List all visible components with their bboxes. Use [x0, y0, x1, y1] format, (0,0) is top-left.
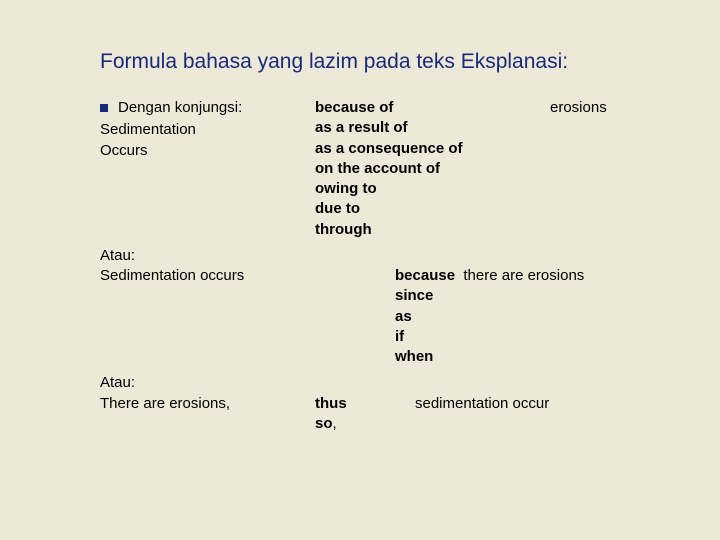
bullet-label: Dengan konjungsi: — [118, 98, 242, 118]
conj-word: since — [395, 286, 584, 306]
block1-right-column: erosions — [550, 98, 607, 118]
block1-right-word: erosions — [550, 98, 607, 118]
conj-phrase: as a consequence of — [315, 139, 550, 159]
slide-title: Formula bahasa yang lazim pada teks Eksp… — [100, 50, 680, 74]
block1-left-column: Dengan konjungsi: Sedimentation Occurs — [100, 98, 315, 161]
block-konjungsi: Dengan konjungsi: Sedimentation Occurs b… — [100, 98, 680, 240]
atau-label: Atau: — [100, 373, 680, 393]
block2-left: Sedimentation occurs — [100, 266, 395, 286]
block3-mid: thus so, — [315, 394, 415, 435]
conj-word: so — [315, 415, 333, 432]
block-atau-1: Atau: Sedimentation occurs because there… — [100, 246, 680, 368]
conj-word: thus — [315, 395, 347, 412]
block1-left-line2: Occurs — [100, 141, 315, 161]
atau-label: Atau: — [100, 246, 680, 266]
block1-left-line1: Sedimentation — [100, 120, 315, 140]
slide: Formula bahasa yang lazim pada teks Eksp… — [0, 0, 720, 540]
conj-word: as — [395, 307, 584, 327]
conj-word: because — [395, 267, 455, 284]
conj-word: if — [395, 327, 584, 347]
conj-word: when — [395, 347, 584, 367]
block-atau-2: Atau: There are erosions, thus so, sedim… — [100, 373, 680, 434]
conj-phrase: owing to — [315, 179, 550, 199]
conj-phrase: due to — [315, 199, 550, 219]
block3-right: sedimentation occur — [415, 394, 549, 414]
block2-tail-text: there are erosions — [463, 267, 584, 284]
block1-mid-column: because of as a result of as a consequen… — [315, 98, 550, 240]
comma: , — [333, 415, 337, 432]
slide-content: Dengan konjungsi: Sedimentation Occurs b… — [100, 98, 680, 434]
conj-phrase: on the account of — [315, 159, 550, 179]
conj-phrase: as a result of — [315, 118, 550, 138]
conj-phrase: because of — [315, 98, 550, 118]
block3-left: There are erosions, — [100, 394, 315, 414]
conj-phrase: through — [315, 220, 550, 240]
bullet-icon — [100, 104, 108, 112]
